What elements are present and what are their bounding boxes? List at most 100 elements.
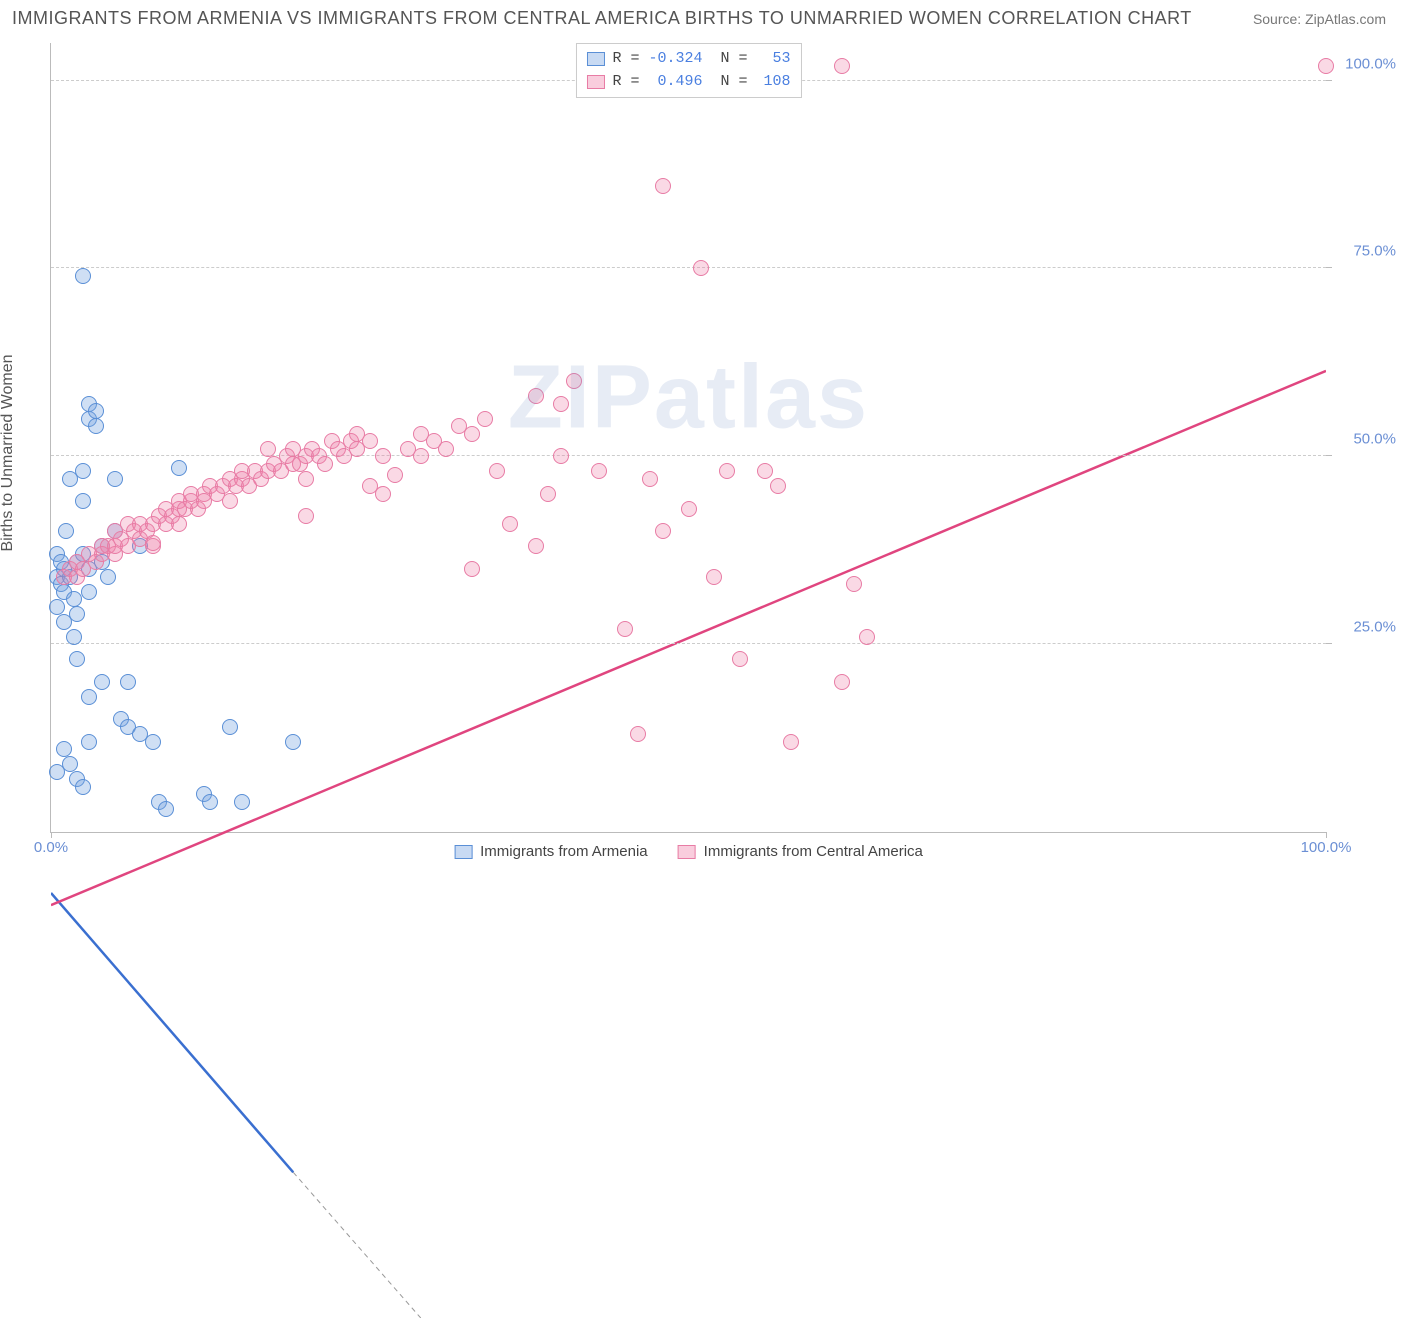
- gridline: [51, 267, 1326, 268]
- data-point: [69, 606, 85, 622]
- data-point: [298, 508, 314, 524]
- data-point: [145, 535, 161, 551]
- data-point: [222, 493, 238, 509]
- gridline: [51, 643, 1326, 644]
- data-point: [553, 448, 569, 464]
- legend-item: Immigrants from Armenia: [454, 843, 648, 860]
- data-point: [49, 599, 65, 615]
- data-point: [834, 58, 850, 74]
- legend-series: Immigrants from Armenia Immigrants from …: [454, 843, 923, 860]
- r-value: -0.324: [648, 48, 703, 71]
- data-point: [502, 516, 518, 532]
- data-point: [464, 561, 480, 577]
- data-point: [69, 651, 85, 667]
- tick-mark: [51, 832, 52, 838]
- data-point: [171, 516, 187, 532]
- data-point: [655, 523, 671, 539]
- data-point: [375, 486, 391, 502]
- data-point: [317, 456, 333, 472]
- x-tick-label: 100.0%: [1301, 839, 1352, 856]
- data-point: [706, 569, 722, 585]
- data-point: [62, 756, 78, 772]
- data-point: [66, 591, 82, 607]
- data-point: [56, 741, 72, 757]
- legend-stat-row: R = -0.324 N = 53: [586, 48, 790, 71]
- data-point: [846, 576, 862, 592]
- data-point: [75, 779, 91, 795]
- data-point: [732, 651, 748, 667]
- data-point: [58, 523, 74, 539]
- data-point: [81, 584, 97, 600]
- legend-swatch-icon: [678, 845, 696, 859]
- legend-swatch-icon: [586, 52, 604, 66]
- plot-area: ZIPatlas R = -0.324 N = 53 R = 0.496 N =…: [50, 43, 1326, 833]
- data-point: [75, 493, 91, 509]
- data-point: [100, 569, 116, 585]
- data-point: [260, 441, 276, 457]
- legend-item: Immigrants from Central America: [678, 843, 923, 860]
- data-point: [66, 629, 82, 645]
- data-point: [770, 478, 786, 494]
- tick-mark: [1326, 80, 1332, 81]
- legend-label: Immigrants from Armenia: [480, 843, 648, 860]
- gridline: [51, 455, 1326, 456]
- tick-mark: [1326, 267, 1332, 268]
- data-point: [464, 426, 480, 442]
- data-point: [375, 448, 391, 464]
- data-point: [859, 629, 875, 645]
- tick-mark: [1326, 455, 1332, 456]
- data-point: [222, 719, 238, 735]
- data-point: [757, 463, 773, 479]
- data-point: [202, 794, 218, 810]
- data-point: [88, 403, 104, 419]
- data-point: [642, 471, 658, 487]
- y-tick-label: 100.0%: [1336, 55, 1396, 72]
- data-point: [489, 463, 505, 479]
- data-point: [528, 538, 544, 554]
- data-point: [438, 441, 454, 457]
- data-point: [158, 801, 174, 817]
- chart-title: IMMIGRANTS FROM ARMENIA VS IMMIGRANTS FR…: [12, 8, 1192, 29]
- data-point: [540, 486, 556, 502]
- data-point: [783, 734, 799, 750]
- y-axis-label: Births to Unmarried Women: [0, 354, 17, 551]
- tick-mark: [1326, 832, 1327, 838]
- header: IMMIGRANTS FROM ARMENIA VS IMMIGRANTS FR…: [0, 0, 1406, 33]
- y-tick-label: 50.0%: [1336, 431, 1396, 448]
- data-point: [387, 467, 403, 483]
- data-point: [591, 463, 607, 479]
- data-point: [120, 674, 136, 690]
- tick-mark: [1326, 643, 1332, 644]
- n-value: 108: [756, 71, 791, 94]
- n-value: 53: [756, 48, 791, 71]
- n-label: N =: [721, 48, 748, 71]
- data-point: [75, 268, 91, 284]
- legend-stats: R = -0.324 N = 53 R = 0.496 N = 108: [575, 43, 801, 98]
- data-point: [566, 373, 582, 389]
- data-point: [298, 471, 314, 487]
- r-label: R =: [612, 71, 639, 94]
- data-point: [234, 794, 250, 810]
- data-point: [81, 689, 97, 705]
- data-point: [107, 471, 123, 487]
- x-tick-label: 0.0%: [34, 839, 68, 856]
- data-point: [413, 448, 429, 464]
- data-point: [617, 621, 633, 637]
- r-label: R =: [612, 48, 639, 71]
- n-label: N =: [721, 71, 748, 94]
- data-point: [630, 726, 646, 742]
- y-tick-label: 25.0%: [1336, 619, 1396, 636]
- legend-swatch-icon: [586, 75, 604, 89]
- data-point: [362, 433, 378, 449]
- data-point: [145, 734, 161, 750]
- data-point: [719, 463, 735, 479]
- data-point: [171, 460, 187, 476]
- y-tick-label: 75.0%: [1336, 243, 1396, 260]
- legend-stat-row: R = 0.496 N = 108: [586, 71, 790, 94]
- legend-swatch-icon: [454, 845, 472, 859]
- source-label: Source: ZipAtlas.com: [1253, 11, 1386, 27]
- data-point: [1318, 58, 1334, 74]
- r-value: 0.496: [648, 71, 703, 94]
- data-point: [693, 260, 709, 276]
- legend-label: Immigrants from Central America: [704, 843, 923, 860]
